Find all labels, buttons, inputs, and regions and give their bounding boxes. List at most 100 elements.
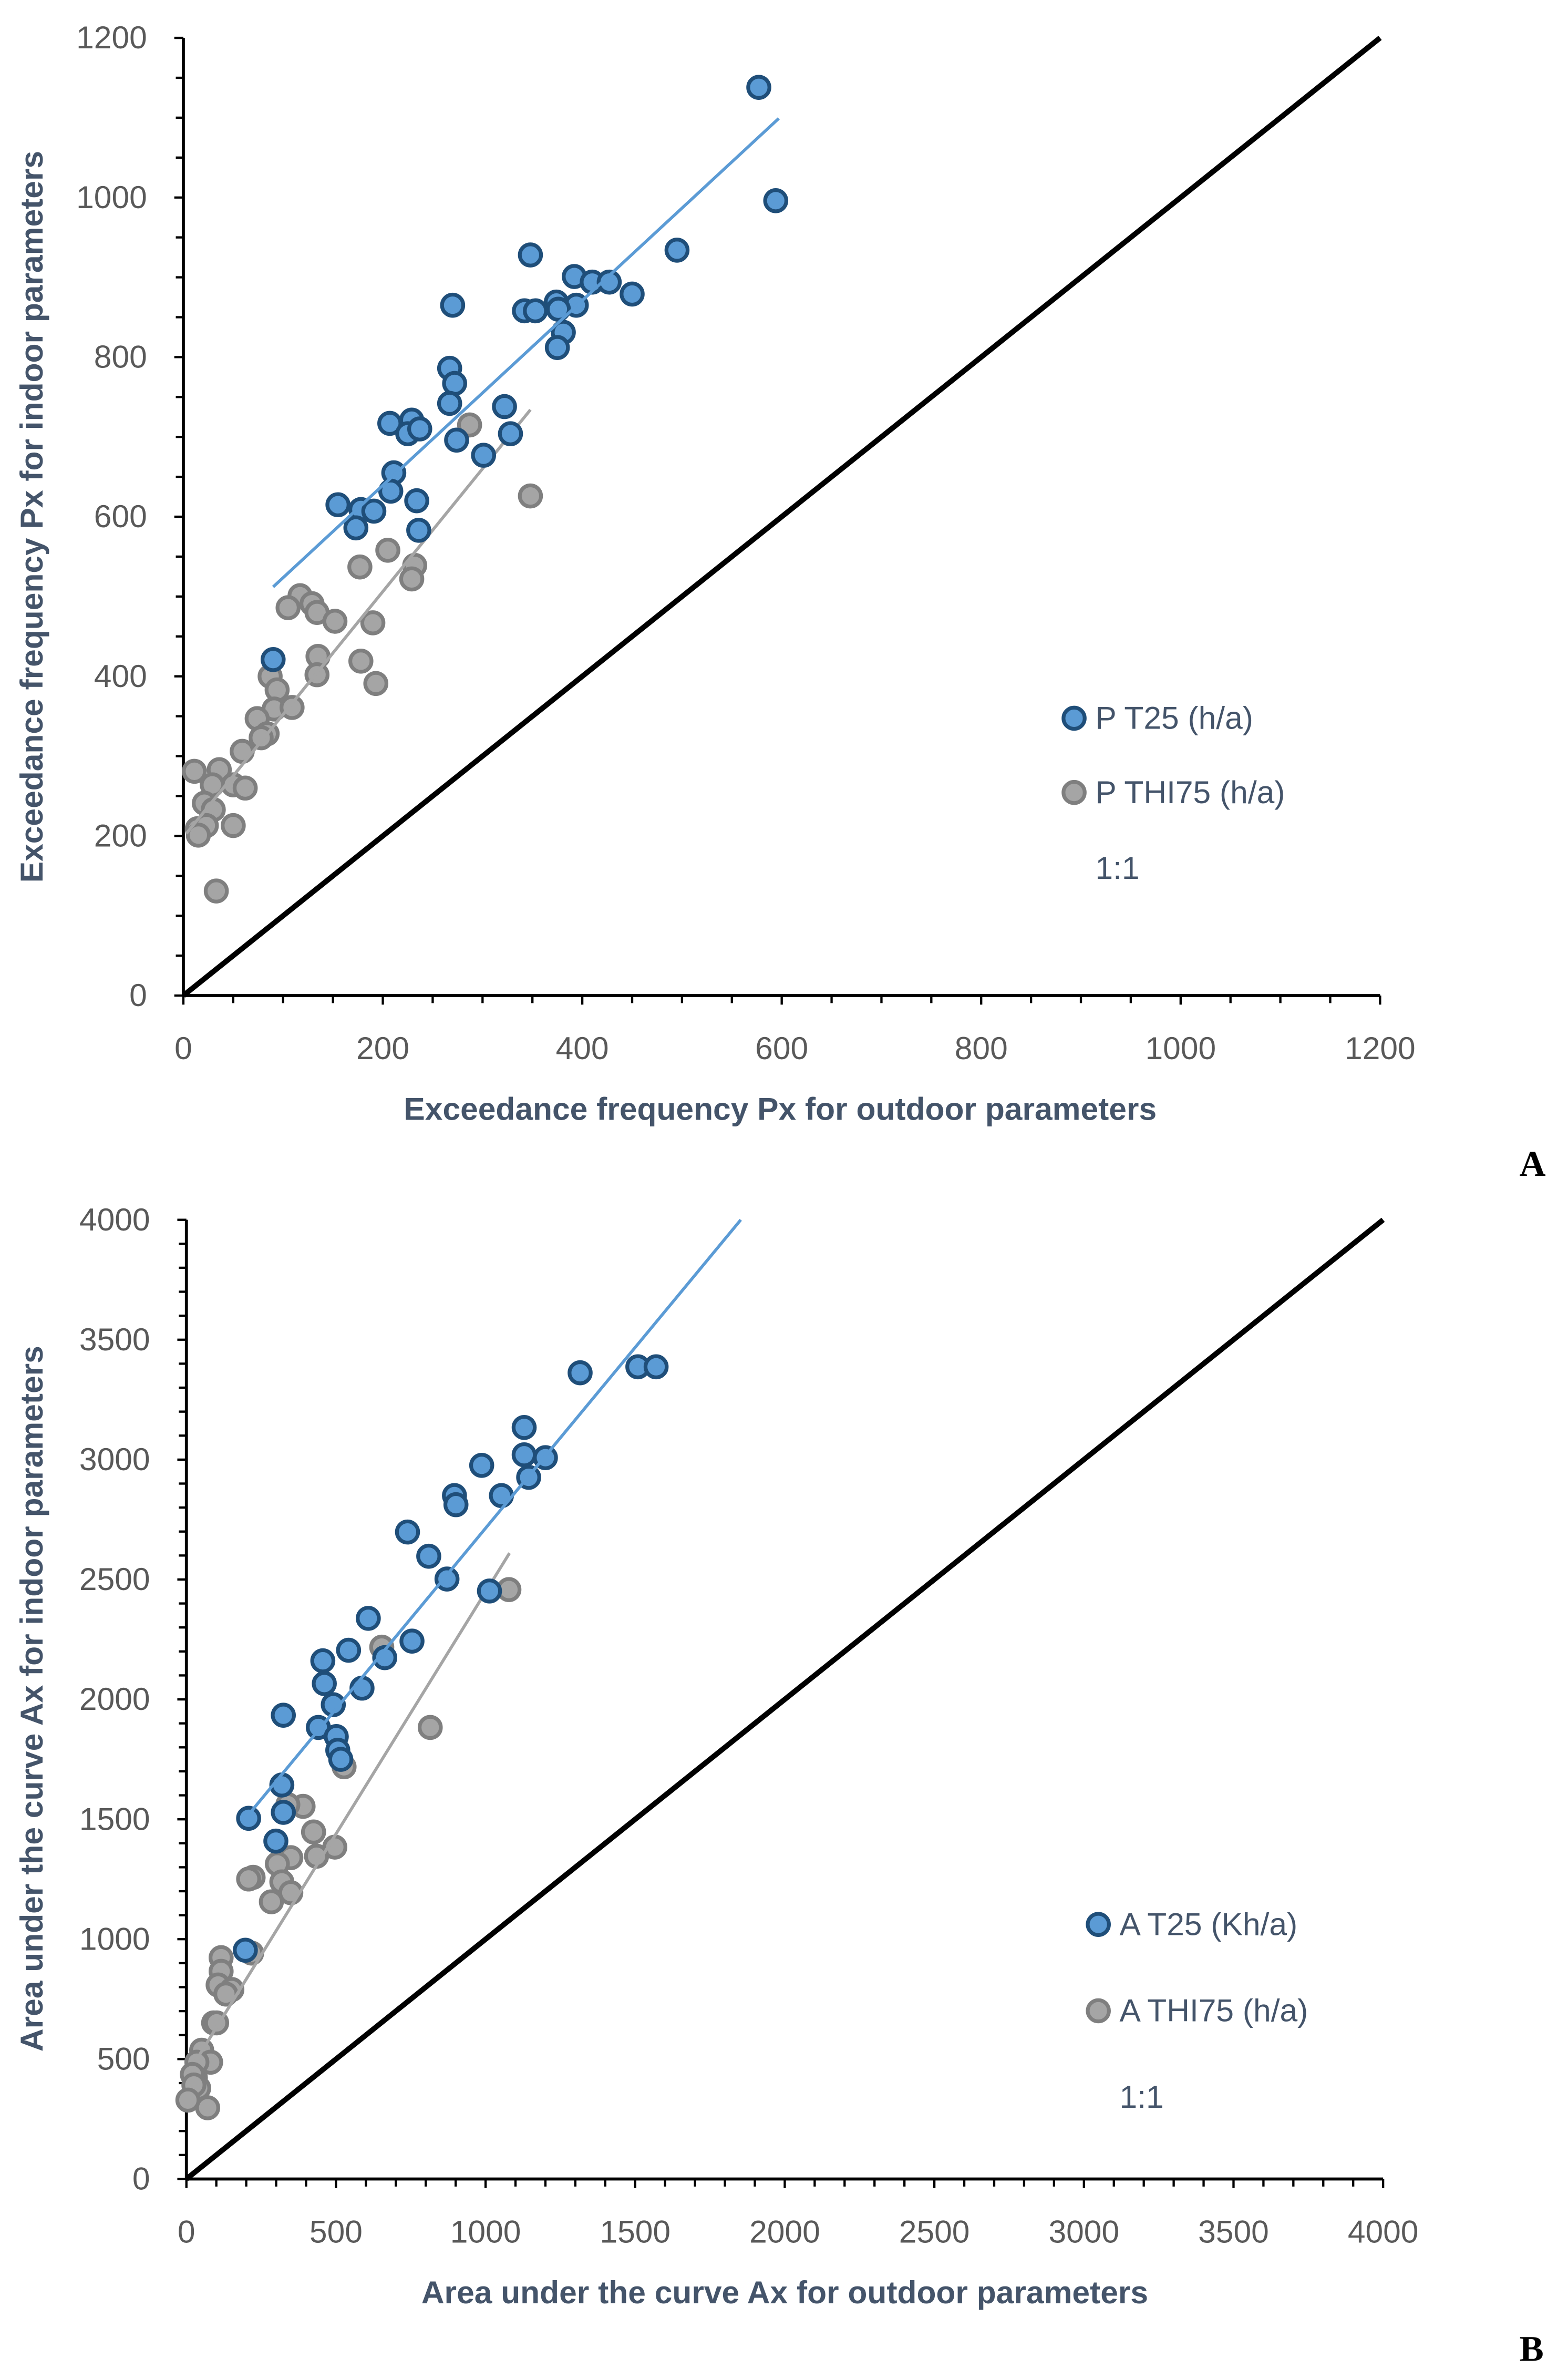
data-point xyxy=(440,292,466,318)
series-gray xyxy=(182,408,543,904)
data-point xyxy=(361,498,387,524)
data-point xyxy=(406,518,431,543)
x-axis-title: Area under the curve Ax for outdoor para… xyxy=(421,2274,1148,2310)
data-point xyxy=(280,695,305,720)
data-point xyxy=(399,1628,425,1654)
x-tick-label: 2000 xyxy=(749,2214,820,2250)
y-tick-label: 3500 xyxy=(79,1321,150,1357)
data-point xyxy=(221,813,246,838)
axes: 0 200 400 600 800 1000 1200 0 200 400 600 800 1000 12… xyxy=(76,19,1416,1066)
y-tick-label: 1000 xyxy=(79,1921,150,1956)
data-point xyxy=(511,1442,537,1468)
one-to-one-line xyxy=(184,1217,1385,2181)
legend: P T25 (h/a) P THI75 (h/a) 1:1 xyxy=(1061,700,1285,886)
x-tick-label: 1200 xyxy=(1345,1030,1416,1066)
legend-label: P THI75 (h/a) xyxy=(1095,774,1285,810)
data-point xyxy=(271,1703,296,1728)
y-tick-label: 1200 xyxy=(76,19,147,55)
data-point xyxy=(443,1492,469,1517)
y-tick-label: 4000 xyxy=(79,1202,150,1237)
data-point xyxy=(434,1566,460,1592)
data-point xyxy=(395,1519,420,1545)
data-point xyxy=(763,188,789,213)
data-point xyxy=(259,1889,284,1914)
x-tick-label: 0 xyxy=(174,1030,192,1066)
chart-a: Exceedance frequency Px for outdoor para… xyxy=(14,19,1546,1184)
data-point xyxy=(185,823,211,848)
x-tick-label: 4000 xyxy=(1348,2214,1419,2250)
y-tick-label: 2500 xyxy=(79,1561,150,1597)
data-point xyxy=(236,1806,261,1831)
data-point xyxy=(489,1483,514,1509)
data-point xyxy=(477,1578,502,1604)
data-point xyxy=(328,1747,354,1772)
data-point xyxy=(310,1648,336,1674)
data-point xyxy=(203,878,229,904)
data-point xyxy=(416,1543,441,1569)
series-blue xyxy=(260,75,789,672)
data-point xyxy=(321,1692,346,1717)
data-point xyxy=(249,725,274,751)
data-point xyxy=(469,1453,494,1478)
data-point xyxy=(404,488,429,514)
data-point xyxy=(596,269,622,295)
data-point xyxy=(375,538,400,563)
axes: 0 500 1000 1500 2000 2500 3000 3500 4000 0 500 1000… xyxy=(79,1202,1419,2250)
data-point xyxy=(407,416,432,442)
x-tick-label: 200 xyxy=(356,1030,409,1066)
legend-label: 1:1 xyxy=(1120,2079,1164,2115)
y-tick-label: 1500 xyxy=(79,1801,150,1837)
data-point xyxy=(325,492,350,518)
legend-marker-blue xyxy=(1061,705,1087,731)
y-tick-label: 200 xyxy=(94,818,147,854)
data-point xyxy=(498,421,523,446)
data-point xyxy=(260,647,286,672)
y-tick-label: 0 xyxy=(129,977,147,1013)
legend-label: A T25 (Kh/a) xyxy=(1120,1906,1298,1942)
data-point xyxy=(620,281,645,307)
trendline-gray xyxy=(194,1552,511,2063)
x-tick-label: 0 xyxy=(178,2214,195,2250)
legend-marker-gray xyxy=(1086,1998,1111,2024)
data-point xyxy=(523,298,548,324)
legend: A T25 (Kh/a) A THI75 (h/a) 1:1 xyxy=(1086,1906,1308,2115)
data-point xyxy=(263,1828,288,1854)
legend-label: P T25 (h/a) xyxy=(1095,700,1253,736)
data-point xyxy=(236,1866,261,1892)
data-point xyxy=(347,554,373,580)
data-point xyxy=(230,739,255,764)
data-point xyxy=(232,775,258,801)
legend-label: A THI75 (h/a) xyxy=(1120,1993,1308,2028)
trendline-gray xyxy=(185,408,532,835)
x-tick-label: 3500 xyxy=(1198,2214,1269,2250)
x-tick-label: 1000 xyxy=(450,2214,521,2250)
legend-label: 1:1 xyxy=(1095,850,1139,886)
data-point xyxy=(175,2087,201,2113)
legend-marker-blue xyxy=(1086,1912,1111,1937)
x-tick-label: 400 xyxy=(556,1030,609,1066)
series-blue xyxy=(233,1218,742,1963)
x-tick-label: 3000 xyxy=(1048,2214,1119,2250)
data-point xyxy=(363,671,389,696)
data-point xyxy=(442,371,467,396)
chart-b: Area under the curve Ax for outdoor para… xyxy=(14,1202,1544,2369)
y-tick-label: 2000 xyxy=(79,1681,150,1717)
data-point xyxy=(544,335,570,360)
data-point xyxy=(664,238,690,263)
data-point xyxy=(643,1354,669,1380)
data-point xyxy=(417,1715,443,1740)
data-point xyxy=(233,1937,258,1963)
y-tick-label: 500 xyxy=(97,2041,150,2077)
y-tick-label: 600 xyxy=(94,498,147,534)
x-tick-label: 500 xyxy=(310,2214,363,2250)
x-tick-label: 2500 xyxy=(899,2214,970,2250)
data-point xyxy=(568,1360,593,1386)
data-point xyxy=(312,1671,337,1696)
y-tick-label: 1000 xyxy=(76,179,147,215)
x-tick-label: 800 xyxy=(955,1030,1008,1066)
x-tick-label: 600 xyxy=(755,1030,808,1066)
panel-label: A xyxy=(1520,1143,1546,1184)
data-point xyxy=(471,443,497,468)
data-point xyxy=(343,515,369,541)
data-point xyxy=(348,649,374,674)
